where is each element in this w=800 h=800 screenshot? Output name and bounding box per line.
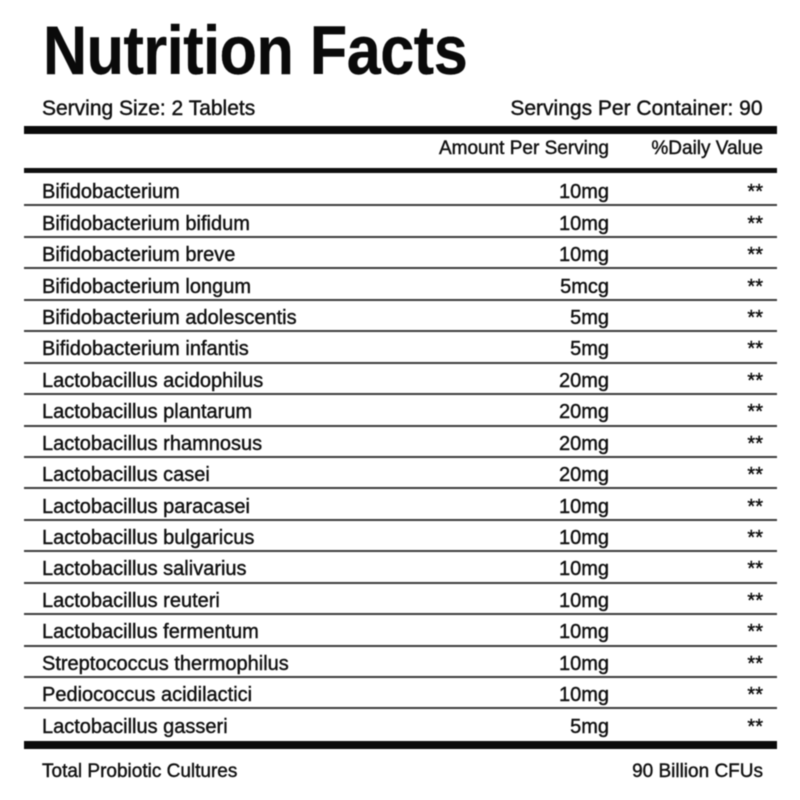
table-row: Bifidobacterium infantis 5mg **: [24, 332, 777, 364]
ingredient-name: Lactobacillus bulgaricus: [42, 527, 255, 550]
serving-info: Serving Size: 2 Tablets Servings Per Con…: [24, 98, 777, 119]
ingredient-daily-value: **: [747, 527, 763, 550]
ingredient-amount: 10mg: [558, 495, 609, 518]
ingredient-amount: 20mg: [558, 401, 609, 424]
ingredient-daily-value: **: [747, 652, 763, 675]
ingredient-name: Bifidobacterium breve: [42, 244, 236, 267]
header-rule: [24, 167, 777, 173]
ingredient-daily-value: **: [747, 244, 763, 267]
ingredient-amount: 20mg: [558, 432, 609, 455]
table-row: Streptococcus thermophilus 10mg **: [24, 647, 777, 679]
ingredient-amount: 10mg: [558, 589, 609, 612]
ingredient-name: Streptococcus thermophilus: [42, 652, 289, 675]
ingredient-name: Lactobacillus reuteri: [42, 589, 220, 612]
ingredient-name: Bifidobacterium bifidum: [42, 212, 250, 235]
ingredient-name: Lactobacillus gasseri: [42, 715, 228, 738]
column-headers: Amount Per Serving %Daily Value: [24, 139, 777, 158]
daily-value-header: %Daily Value: [651, 137, 763, 159]
ingredient-name: Bifidobacterium: [42, 181, 180, 204]
table-row: Bifidobacterium adolescentis 5mg **: [24, 301, 777, 333]
table-row: Lactobacillus paracasei 10mg **: [24, 489, 777, 521]
ingredient-amount: 5mg: [570, 715, 609, 738]
table-row: Lactobacillus casei 20mg **: [24, 458, 777, 490]
table-row: Bifidobacterium longum 5mcg **: [24, 269, 777, 301]
total-line: Total Probiotic Cultures 90 Billion CFUs: [24, 762, 777, 781]
ingredient-daily-value: **: [747, 464, 763, 487]
ingredient-name: Bifidobacterium longum: [42, 275, 251, 298]
ingredient-daily-value: **: [747, 369, 763, 392]
ingredient-amount: 10mg: [558, 558, 609, 581]
table-row: Pediococcus acidilactici 10mg **: [24, 678, 777, 710]
ingredient-name: Bifidobacterium infantis: [42, 338, 249, 361]
ingredient-amount: 10mg: [558, 181, 609, 204]
ingredient-name: Lactobacillus salivarius: [42, 558, 247, 581]
ingredient-amount: 10mg: [558, 652, 609, 675]
ingredient-name: Pediococcus acidilactici: [42, 684, 253, 707]
table-row: Lactobacillus gasseri 5mg **: [24, 709, 777, 740]
ingredient-name: Lactobacillus fermentum: [42, 621, 259, 644]
amount-per-serving-header: Amount Per Serving: [438, 137, 609, 159]
bottom-thick-rule: [24, 741, 777, 750]
servings-per-container: Servings Per Container: 90: [510, 97, 763, 121]
total-label: Total Probiotic Cultures: [42, 761, 238, 783]
ingredient-amount: 20mg: [558, 369, 609, 392]
serving-size: Serving Size: 2 Tablets: [42, 97, 256, 121]
ingredient-daily-value: **: [747, 338, 763, 361]
ingredient-amount: 10mg: [558, 621, 609, 644]
ingredient-daily-value: **: [747, 306, 763, 329]
ingredient-daily-value: **: [747, 558, 763, 581]
label-title: Nutrition Facts: [43, 11, 468, 89]
ingredient-daily-value: **: [747, 401, 763, 424]
ingredient-daily-value: **: [747, 432, 763, 455]
ingredient-name: Lactobacillus plantarum: [42, 401, 253, 424]
ingredient-amount: 5mg: [570, 338, 609, 361]
ingredient-amount: 5mcg: [560, 275, 609, 298]
total-value: 90 Billion CFUs: [632, 761, 763, 783]
top-thick-rule: [24, 125, 777, 135]
ingredient-name: Lactobacillus paracasei: [42, 495, 250, 518]
ingredient-amount: 10mg: [558, 684, 609, 707]
table-row: Lactobacillus bulgaricus 10mg **: [24, 521, 777, 553]
ingredient-table: Bifidobacterium 10mg ** Bifidobacterium bif…: [24, 175, 777, 741]
ingredient-amount: 5mg: [570, 306, 609, 329]
table-row: Lactobacillus rhamnosus 20mg **: [24, 427, 777, 458]
ingredient-name: Lactobacillus rhamnosus: [42, 432, 263, 455]
ingredient-amount: 20mg: [558, 464, 609, 487]
table-row: Lactobacillus plantarum 20mg **: [24, 395, 777, 427]
table-row: Bifidobacterium 10mg **: [24, 175, 777, 207]
ingredient-amount: 10mg: [558, 212, 609, 235]
ingredient-name: Bifidobacterium adolescentis: [42, 306, 297, 329]
ingredient-daily-value: **: [747, 589, 763, 612]
table-row: Bifidobacterium breve 10mg **: [24, 238, 777, 270]
table-row: Bifidobacterium bifidum 10mg **: [24, 206, 777, 238]
ingredient-daily-value: **: [747, 495, 763, 518]
ingredient-daily-value: **: [747, 181, 763, 204]
ingredient-daily-value: **: [747, 715, 763, 738]
ingredient-name: Lactobacillus casei: [42, 464, 210, 487]
ingredient-daily-value: **: [747, 275, 763, 298]
ingredient-daily-value: **: [747, 621, 763, 644]
ingredient-daily-value: **: [747, 212, 763, 235]
ingredient-amount: 10mg: [558, 527, 609, 550]
ingredient-amount: 10mg: [558, 244, 609, 267]
ingredient-daily-value: **: [747, 684, 763, 707]
table-row: Lactobacillus salivarius 10mg **: [24, 552, 777, 584]
ingredient-name: Lactobacillus acidophilus: [42, 369, 264, 392]
table-row: Lactobacillus fermentum 10mg **: [24, 615, 777, 647]
table-row: Lactobacillus acidophilus 20mg **: [24, 364, 777, 396]
table-row: Lactobacillus reuteri 10mg **: [24, 584, 777, 616]
